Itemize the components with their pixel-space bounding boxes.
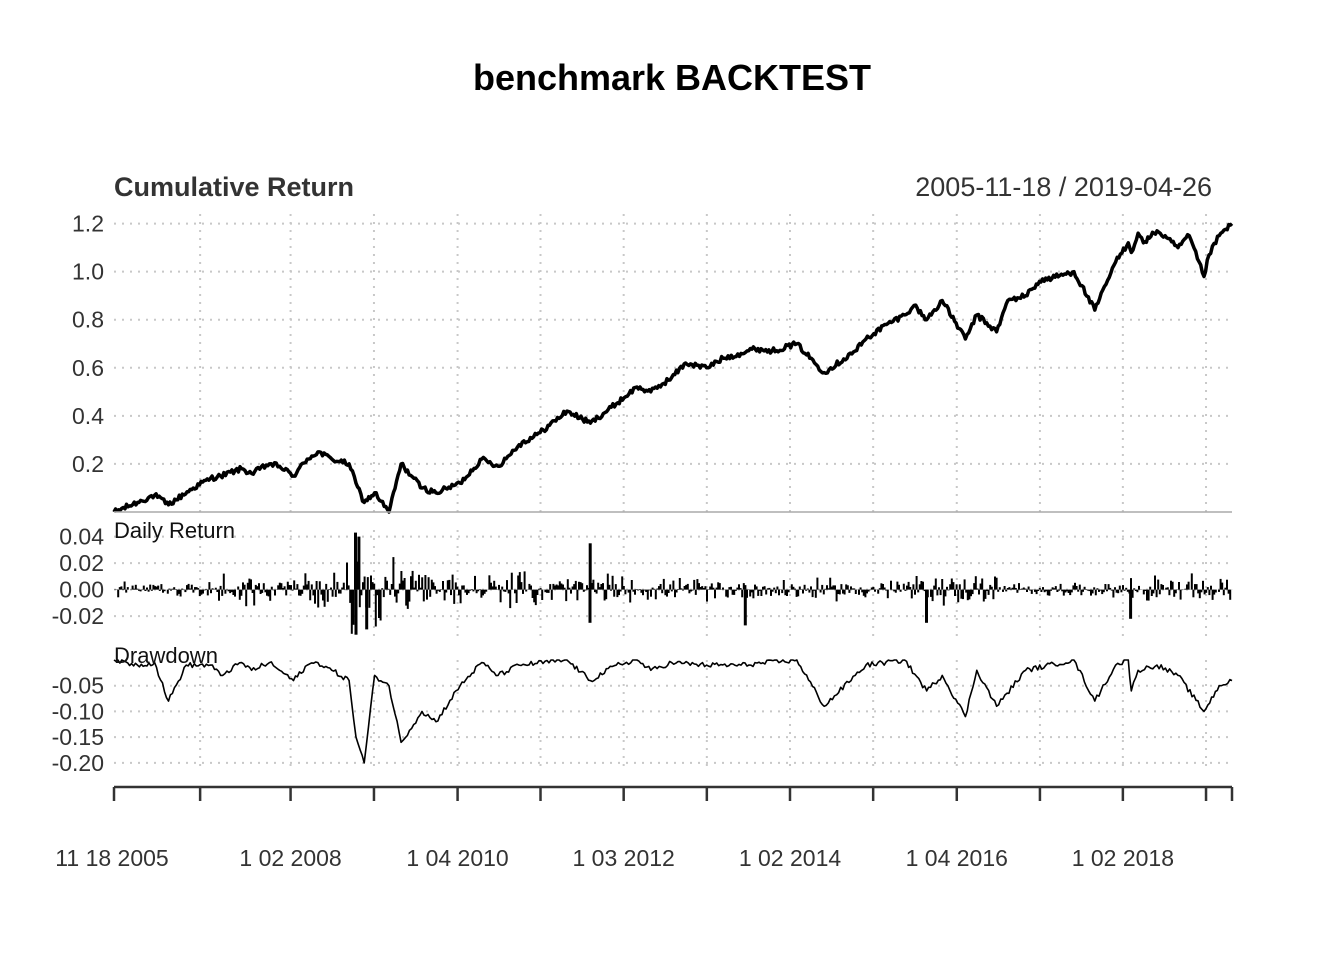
cumulative-y-ticks: 0.2 0.4 0.6 0.8 1.0 1.2 [72,211,104,477]
x-axis-tick-label: 11 18 2005 [55,845,168,871]
drawdown-gridlines [114,660,1232,768]
cumulative-return-panel: Cumulative Return 2005-11-18 / 2019-04-2… [72,172,1234,514]
drawdown-title: Drawdown [114,643,218,668]
x-axis-tick-label: 1 02 2014 [739,845,842,871]
x-axis-tick-label: 1 04 2010 [406,845,508,871]
x-axis-tick-label: 1 02 2008 [239,845,341,871]
daily-gridlines [114,530,1232,636]
x-axis-tick-label: 1 03 2012 [573,845,675,871]
x-axis: 11 18 2005 1 02 2008 1 04 2010 1 03 2012 1 0… [55,785,1234,871]
drawdown-panel: -0.05-0.10-0.15-0.20 Drawdown [52,643,1233,776]
daily-return-title: Daily Return [114,518,235,543]
drawdown-y-tick-label: -0.15 [52,724,104,750]
drawdown-y-tick-label: -0.10 [52,698,104,724]
drawdown-y-tick-label: -0.05 [52,673,104,699]
cumulative-y-tick-label: 0.2 [72,451,104,477]
x-axis-tick-label: 1 02 2018 [1072,845,1174,871]
cumulative-y-tick-label: 0.6 [72,355,104,381]
cumulative-return-line [112,222,1234,514]
daily-return-panel: -0.020.000.020.04 Daily Return [52,518,1233,636]
daily-y-ticks: -0.020.000.020.04 [52,524,105,630]
cumulative-return-title: Cumulative Return [114,172,354,202]
daily-y-tick-label: 0.00 [59,577,104,603]
cumulative-y-tick-label: 1.2 [72,211,104,237]
daily-y-tick-label: -0.02 [52,603,104,629]
drawdown-line [113,659,1233,764]
cumulative-y-tick-label: 0.4 [72,403,104,429]
drawdown-y-ticks: -0.05-0.10-0.15-0.20 [52,673,104,776]
drawdown-y-tick-label: -0.20 [52,750,104,776]
cumulative-gridlines [114,214,1232,512]
x-axis-tick-label: 1 04 2016 [906,845,1008,871]
daily-y-tick-label: 0.02 [59,550,104,576]
daily-y-tick-label: 0.04 [59,524,104,550]
cumulative-y-tick-label: 0.8 [72,307,104,333]
main-title: benchmark BACKTEST [473,57,871,98]
date-range-label: 2005-11-18 / 2019-04-26 [915,172,1212,202]
x-axis-ticks: 11 18 2005 1 02 2008 1 04 2010 1 03 2012 1 0… [55,787,1234,871]
daily-return-bars [114,532,1233,635]
cumulative-y-tick-label: 1.0 [72,259,104,285]
